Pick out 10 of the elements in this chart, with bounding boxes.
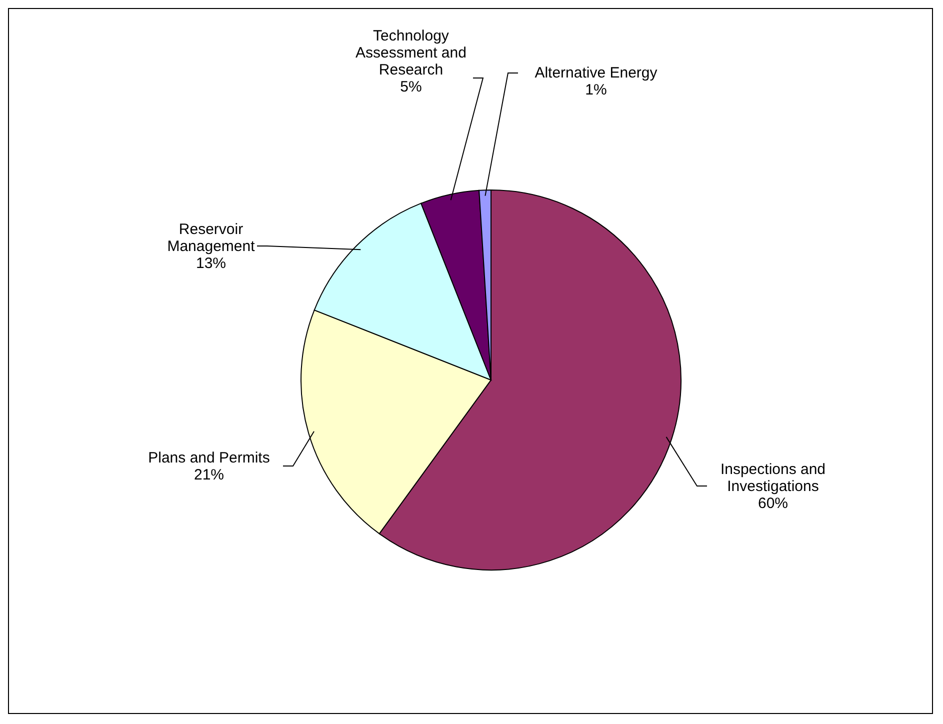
data-label: 60% [758,495,788,512]
slice-label: Technology Assessment and Research [356,28,466,78]
slice-label: Reservoir Management [167,221,256,255]
slice-label: Alternative Energy [534,64,658,82]
slice-label: Inspections and Investigations [720,461,826,495]
data-label: 5% [400,78,422,96]
slice-label: Plans and Permits [148,450,270,466]
data-label: 1% [585,82,607,98]
data-label: 13% [196,255,226,272]
data-label: 21% [194,466,224,484]
